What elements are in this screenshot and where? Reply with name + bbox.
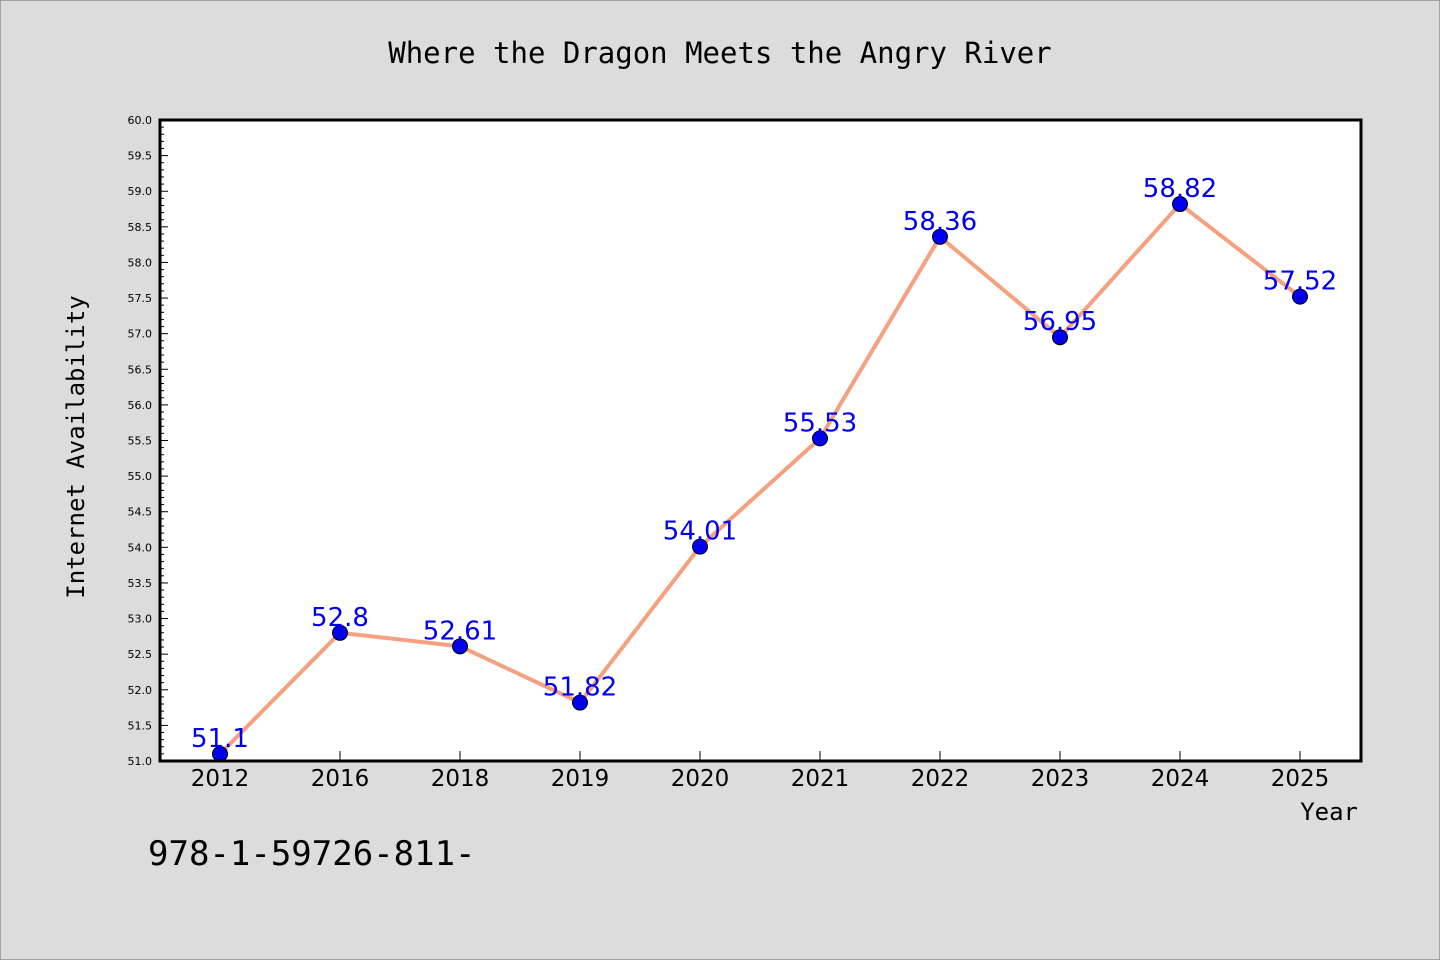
chart-title: Where the Dragon Meets the Angry River: [388, 36, 1051, 70]
y-tick-label: 55.0: [128, 470, 153, 483]
data-label: 58.36: [903, 207, 977, 237]
data-point: [932, 228, 948, 245]
y-axis: 51.0 51.5 52.0 52.5 53.0 53.5 54.0 54.5 55.0 55.5…: [128, 114, 168, 768]
plot-frame: [158, 118, 1363, 763]
data-point: [1052, 329, 1068, 346]
y-tick-label: 59.0: [128, 185, 153, 198]
y-tick-label: 55.5: [128, 435, 153, 448]
data-label: 51.1: [191, 724, 249, 754]
x-tick-label: 2023: [1031, 766, 1090, 792]
isbn-text: 978-1-59726-811-: [148, 834, 476, 874]
y-tick-label: 56.5: [128, 363, 153, 376]
data-point: [452, 638, 468, 655]
x-tick-label: 2019: [551, 766, 610, 792]
x-tick-label: 2016: [311, 766, 370, 792]
y-tick-label: 52.5: [128, 648, 153, 661]
data-label: 51.82: [543, 673, 617, 703]
y-tick-label: 59.5: [128, 150, 153, 163]
data-label: 58.82: [1143, 174, 1217, 204]
series-line: [218, 202, 1302, 756]
x-tick-label: 2018: [431, 766, 490, 792]
y-axis-label: Internet Availability: [62, 295, 90, 598]
y-tick-label: 60.0: [128, 114, 153, 127]
data-point: [692, 538, 708, 555]
x-axis: 2012 2016 2018 2019 2020 2021 2022 2023 2024 2025: [191, 751, 1330, 792]
y-tick-label: 53.5: [128, 577, 153, 590]
y-tick-label: 53.0: [128, 613, 153, 626]
y-tick-label: 58.5: [128, 221, 153, 234]
data-label: 52.8: [311, 603, 369, 633]
data-point: [332, 624, 348, 641]
y-tick-label: 57.5: [128, 292, 153, 305]
y-tick-label: 57.0: [128, 328, 153, 341]
data-point: [1172, 196, 1188, 213]
x-axis-label: Year: [1300, 798, 1358, 826]
data-label: 54.01: [663, 517, 737, 547]
y-tick-label: 52.0: [128, 684, 153, 697]
plot-area: [160, 120, 1361, 761]
x-tick-label: 2022: [911, 766, 970, 792]
x-tick-label: 2025: [1271, 766, 1330, 792]
data-label: 55.53: [783, 408, 857, 438]
data-label: 52.61: [423, 616, 497, 646]
x-tick-label: 2024: [1151, 766, 1210, 792]
data-point: [1292, 288, 1308, 305]
data-point: [572, 694, 588, 711]
x-tick-label: 2021: [791, 766, 850, 792]
y-tick-label: 54.5: [128, 506, 153, 519]
data-label: 56.95: [1023, 307, 1097, 337]
y-tick-label: 56.0: [128, 399, 153, 412]
data-point: [812, 430, 828, 447]
y-tick-label: 54.0: [128, 541, 153, 554]
x-tick-label: 2020: [671, 766, 730, 792]
data-label: 57.52: [1263, 267, 1337, 297]
series-layer: 51.1 52.8 52.61 51.82 54.01 55.53 58.36 56.95 58…: [191, 174, 1337, 762]
y-tick-label: 51.0: [128, 755, 153, 768]
x-tick-label: 2012: [191, 766, 250, 792]
y-tick-label: 51.5: [128, 719, 153, 732]
y-tick-label: 58.0: [128, 256, 153, 269]
